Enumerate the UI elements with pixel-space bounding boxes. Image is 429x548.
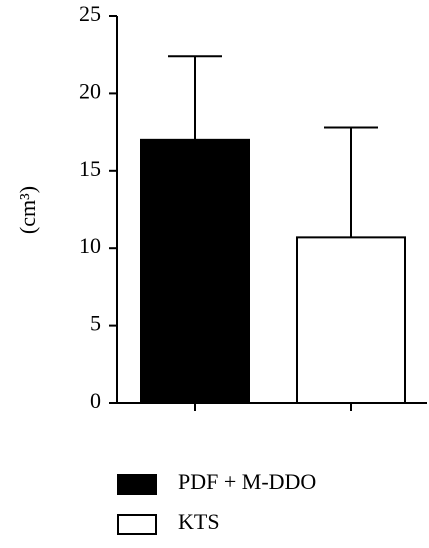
legend-label: PDF + M-DDO bbox=[178, 469, 316, 494]
y-tick-label: 10 bbox=[79, 233, 101, 258]
y-tick-label: 5 bbox=[90, 311, 101, 336]
legend-swatch bbox=[117, 514, 157, 535]
y-axis-label: (cm³) bbox=[15, 186, 40, 234]
y-tick-label: 15 bbox=[79, 156, 101, 181]
y-tick-label: 0 bbox=[90, 388, 101, 413]
bar bbox=[140, 138, 250, 404]
y-tick-label: 20 bbox=[79, 78, 101, 103]
bar bbox=[296, 236, 406, 404]
legend-label: KTS bbox=[178, 509, 220, 534]
legend-swatch bbox=[117, 474, 157, 495]
y-tick-label: 25 bbox=[79, 1, 101, 26]
